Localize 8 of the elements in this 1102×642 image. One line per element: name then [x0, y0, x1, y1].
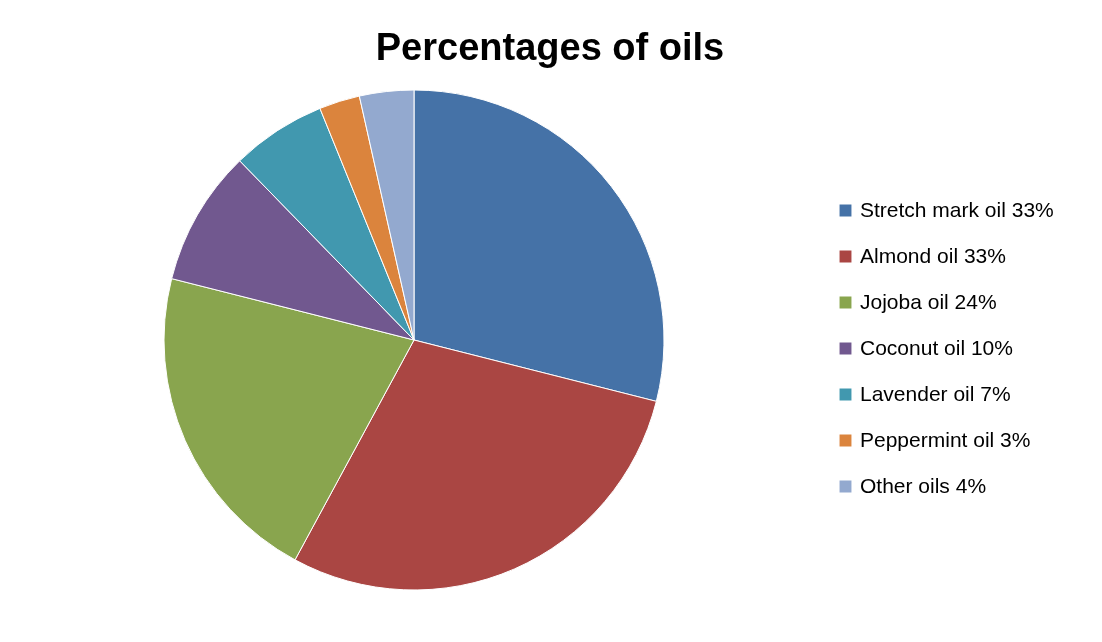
legend-label: Other oils 4%: [860, 473, 987, 497]
legend-label: Almond oil 33%: [860, 243, 1006, 267]
legend-label: Jojoba oil 24%: [860, 289, 997, 313]
legend-label: Coconut oil 10%: [860, 335, 1013, 359]
chart-title: Percentages of oils: [375, 26, 725, 68]
legend-label: Peppermint oil 3%: [860, 427, 1031, 451]
legend-label: Stretch mark oil 33%: [860, 197, 1054, 221]
legend-label: Lavender oil 7%: [860, 381, 1011, 405]
